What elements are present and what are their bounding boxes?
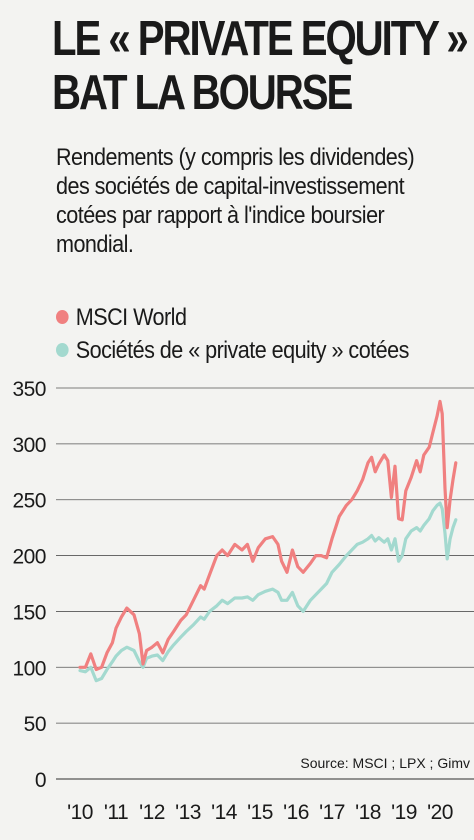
x-tick-label-13: '13 (175, 801, 201, 824)
y-tick-label-150: 150 (12, 601, 46, 624)
series-line-msci-world (78, 399, 458, 672)
x-tick-label-20: '20 (427, 801, 453, 824)
y-tick-label-100: 100 (12, 657, 46, 680)
legend-label-msci-world: MSCI World (75, 304, 187, 331)
source-note: Source: MSCI ; LPX ; Gimv (300, 755, 470, 771)
series-line-private-equity (78, 501, 458, 683)
legend-label-private-equity: Sociétés de « private equity » cotées (75, 337, 410, 364)
x-tick-label-15: '15 (247, 801, 273, 824)
x-tick-label-19: '19 (391, 801, 417, 824)
legend-swatch-msci-world (56, 310, 69, 324)
legend-item-private-equity: Sociétés de « private equity » cotées (56, 337, 409, 365)
grid-layer (56, 387, 474, 780)
y-tick-label-50: 50 (24, 713, 46, 736)
title-line-2: BAT LA BOURSE (52, 66, 353, 120)
y-tick-label-250: 250 (12, 490, 46, 513)
legend-item-msci-world: MSCI World (56, 304, 187, 332)
x-tick-label-11: '11 (104, 801, 128, 824)
x-tick-label-17: '17 (319, 801, 345, 824)
y-tick-label-300: 300 (12, 434, 46, 457)
x-axis-tick-labels: '10 '11 '12 '13 '14 '15 '16 '17 '18 '19 '20 (67, 801, 453, 824)
y-tick-label-200: 200 (12, 546, 46, 569)
x-tick-label-10: '10 (67, 801, 93, 824)
y-tick-label-350: 350 (12, 378, 46, 401)
series-layer (78, 399, 458, 683)
x-tick-label-16: '16 (283, 801, 309, 824)
y-axis-tick-labels: 0 50 100 150 200 250 300 350 (12, 378, 46, 792)
x-tick-label-12: '12 (139, 801, 165, 824)
y-tick-label-0: 0 (35, 769, 46, 792)
legend-swatch-private-equity (56, 343, 69, 357)
x-tick-label-14: '14 (211, 801, 238, 824)
x-tick-label-18: '18 (355, 801, 381, 824)
chart-subtitle: Rendements (y compris les dividendes) de… (56, 144, 415, 258)
